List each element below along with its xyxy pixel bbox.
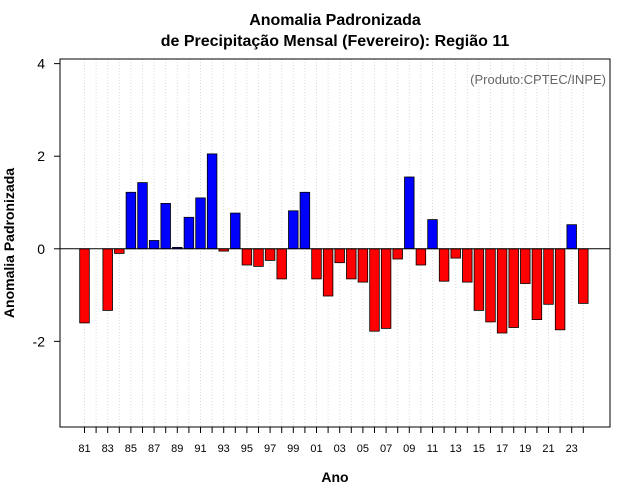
bar-13 [450, 248, 461, 259]
x-tick-label: 19 [519, 443, 531, 455]
x-tick-label: 03 [334, 443, 346, 455]
x-tick-label: 05 [357, 443, 369, 455]
bar-04 [346, 248, 357, 280]
bar-96 [253, 248, 264, 267]
bar-94 [230, 212, 241, 250]
bar-86 [137, 182, 148, 250]
bar-07 [380, 248, 392, 329]
credit-label: (Produto:CPTEC/INPE) [470, 72, 606, 87]
x-tick-label: 21 [542, 443, 554, 455]
bars [79, 153, 589, 334]
bar-23 [566, 224, 577, 250]
chart-title-line1: Anomalia Padronizada [249, 12, 421, 29]
y-tick-label: -2 [33, 333, 46, 349]
bar-84 [114, 248, 125, 254]
bar-11 [427, 219, 438, 250]
bar-20 [531, 248, 543, 321]
bar-85 [125, 191, 137, 250]
bar-08 [392, 248, 403, 260]
bar-17 [496, 248, 508, 334]
x-tick-label: 95 [241, 443, 253, 455]
x-tick-label: 93 [218, 443, 230, 455]
x-tick-label: 87 [148, 443, 160, 455]
bar-18 [508, 248, 519, 328]
grid-lines [84, 59, 584, 427]
bar-24 [578, 248, 589, 304]
bar-81 [79, 248, 90, 324]
bar-83 [102, 248, 113, 311]
x-tick-label: 23 [566, 443, 578, 455]
bar-09 [404, 176, 415, 250]
y-tick-label: 4 [37, 56, 45, 72]
x-tick-label: 07 [380, 443, 392, 455]
bar-00 [299, 191, 311, 250]
x-tick-label: 09 [403, 443, 415, 455]
bar-16 [485, 248, 496, 323]
bar-05 [357, 248, 369, 283]
x-tick-label: 89 [171, 443, 183, 455]
bar-15 [473, 248, 485, 311]
x-tick-label: 99 [287, 443, 299, 455]
bar-22 [554, 248, 566, 331]
bar-19 [520, 248, 531, 284]
bar-14 [462, 248, 473, 283]
y-tick-label: 0 [37, 241, 45, 257]
x-tick-label: 01 [310, 443, 322, 455]
bar-88 [160, 202, 171, 250]
x-tick-label: 11 [427, 443, 438, 455]
bar-02 [322, 248, 334, 297]
x-tick-label: 85 [125, 443, 137, 455]
bar-01 [311, 248, 322, 280]
bar-87 [148, 240, 160, 250]
x-tick-label: 17 [496, 443, 508, 455]
bar-21 [543, 248, 554, 305]
plot-area-frame [59, 58, 611, 428]
chart-title-line2: de Precipitação Mensal (Fevereiro): Regi… [161, 33, 510, 50]
x-tick-label: 81 [78, 443, 90, 455]
bar-99 [288, 210, 299, 250]
x-axis: 81 83 85 87 89 91 93 95 97 99 01 03 05 07 09 11 13 15 17 19… [78, 427, 584, 455]
bar-98 [276, 248, 287, 280]
y-axis: -2 0 2 4 [33, 56, 60, 349]
x-tick-label: 13 [450, 443, 462, 455]
bar-90 [183, 216, 195, 250]
bar-10 [415, 248, 427, 266]
bar-92 [206, 153, 218, 250]
bar-91 [195, 197, 206, 250]
bar-95 [241, 248, 253, 266]
bar-03 [334, 248, 345, 264]
x-tick-label: 15 [473, 443, 485, 455]
x-axis-title: Ano [321, 469, 348, 485]
y-axis-title: Anomalia Padronizada [1, 168, 17, 318]
x-tick-label: 97 [264, 443, 276, 455]
bar-12 [438, 248, 450, 282]
bar-97 [264, 248, 276, 261]
y-tick-label: 2 [37, 148, 45, 164]
bar-06 [369, 248, 380, 332]
x-tick-label: 91 [194, 443, 206, 455]
x-tick-label: 83 [102, 443, 114, 455]
